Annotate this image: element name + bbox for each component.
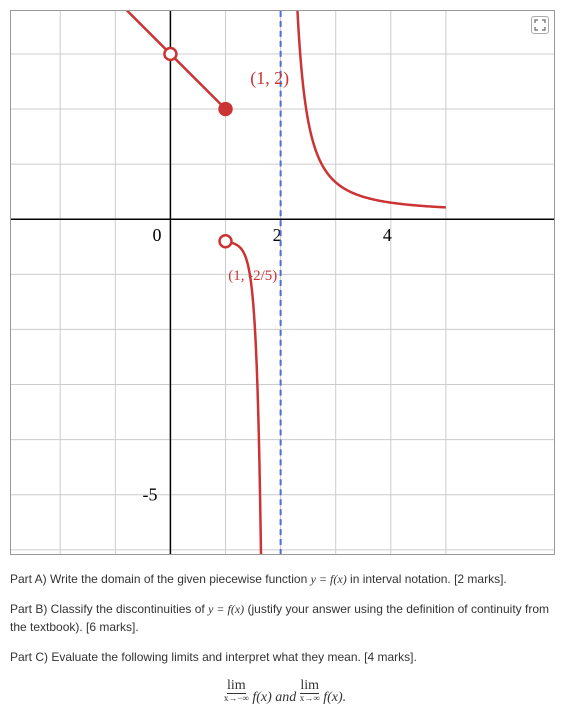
svg-text:-5: -5 [143,485,158,505]
question-a-fn: y = f(x) [311,572,347,586]
question-a-label: Part A) Write the domain of the given pi… [10,572,311,586]
question-a: Part A) Write the domain of the given pi… [10,570,560,588]
limits-expression: lim x→−∞ f(x) and lim x→∞ f(x). [10,678,560,706]
expand-icon [534,19,546,31]
limits-and: and [275,690,300,705]
question-b-fn: y = f(x) [208,602,244,616]
question-b-label: Part B) Classify the discontinuities of [10,602,208,616]
lim1-top: lim [227,678,246,694]
lim1-sub: x→−∞ [224,694,249,703]
lim2-sub: x→∞ [300,694,320,703]
graph-panel: 0245-5(0, 3)(1, 2)(1, -2/5) [10,10,555,555]
svg-text:(1, -2/5): (1, -2/5) [228,268,277,284]
lim2-top: lim [300,678,319,694]
lim2-fn: f(x). [323,690,346,705]
function-graph: 0245-5(0, 3)(1, 2)(1, -2/5) [11,11,554,554]
lim1-fn: f(x) [252,690,271,705]
svg-text:(1, 2): (1, 2) [250,68,289,89]
question-b: Part B) Classify the discontinuities of … [10,600,560,636]
question-a-tail: in interval notation. [2 marks]. [347,572,507,586]
question-c-label: Part C) Evaluate the following limits an… [10,650,417,664]
svg-text:0: 0 [152,225,161,245]
svg-text:4: 4 [383,225,392,245]
question-c: Part C) Evaluate the following limits an… [10,648,560,666]
expand-button[interactable] [531,16,549,34]
